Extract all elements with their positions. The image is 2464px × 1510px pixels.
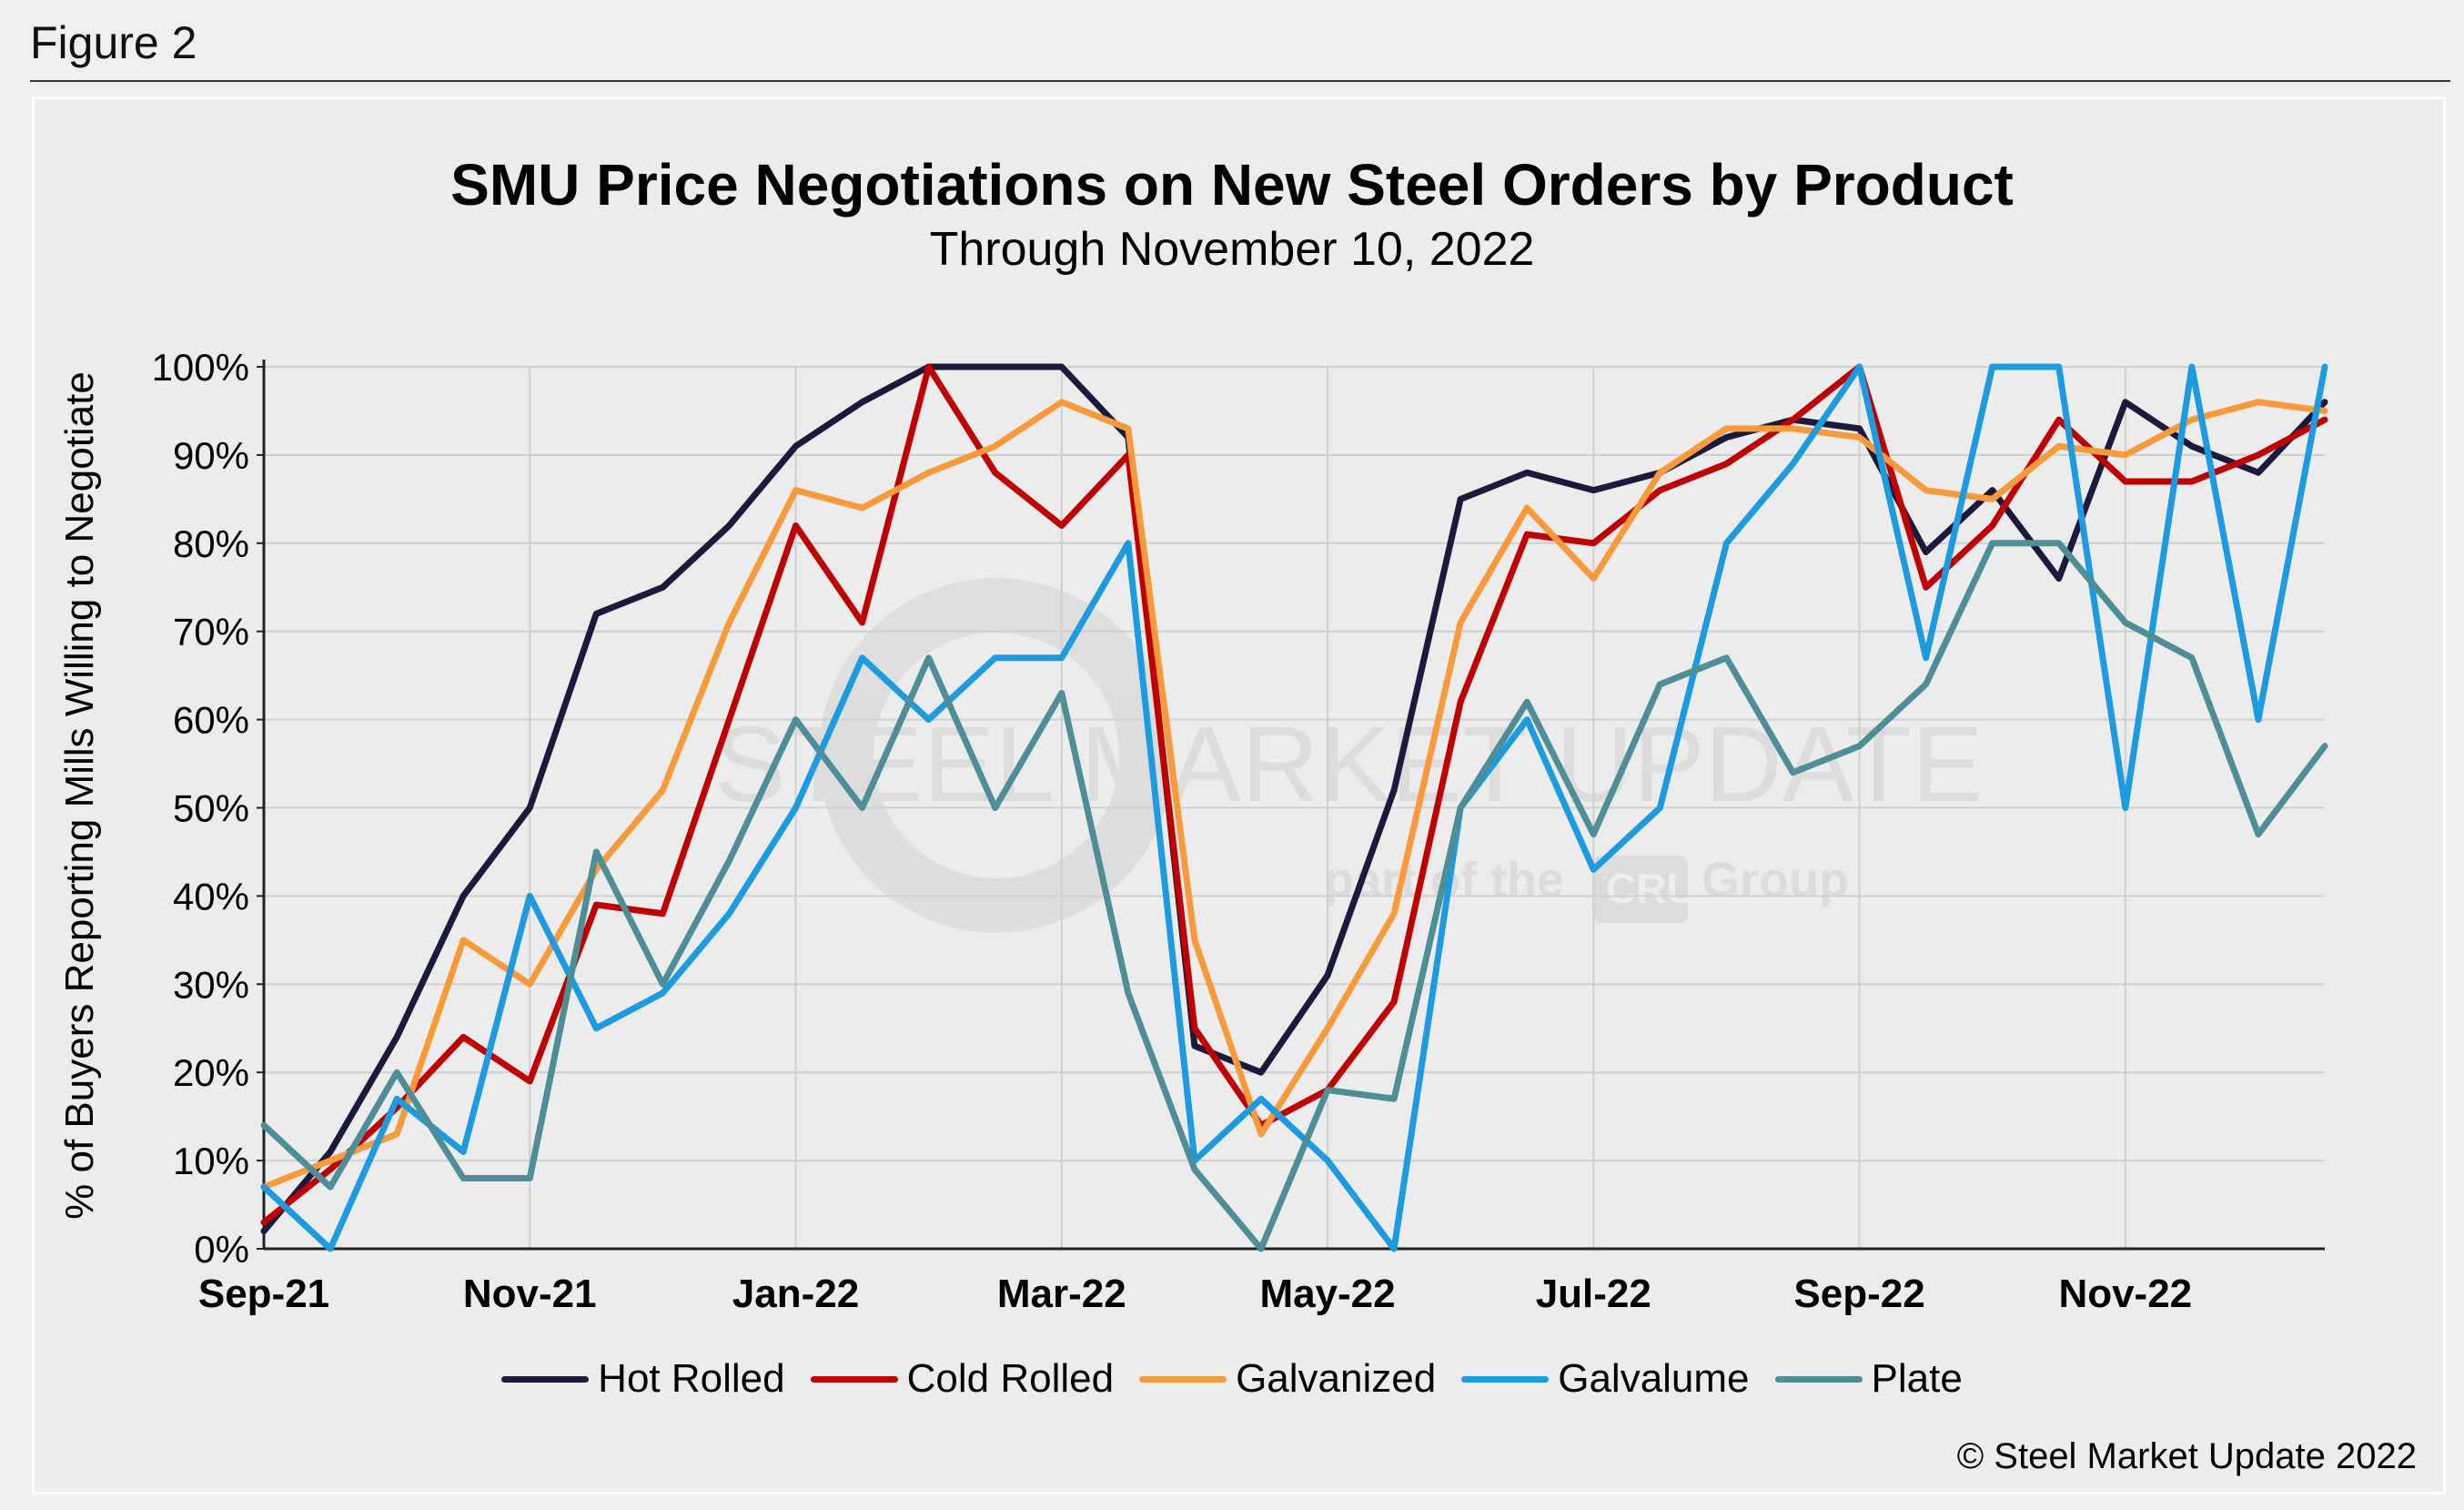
y-tick-label: 70% (173, 611, 249, 654)
legend-item-galvanized: Galvanized (1139, 1356, 1436, 1402)
series-line-galvanized (260, 399, 2328, 1191)
legend-label: Galvanized (1236, 1356, 1437, 1401)
legend-label: Hot Rolled (598, 1356, 785, 1401)
watermark-logo: CRU (1606, 865, 1697, 912)
legend-swatch (1461, 1375, 1550, 1383)
chart-panel (32, 96, 2446, 1495)
x-tick-label: Sep-21 (198, 1272, 329, 1316)
legend: Hot Rolled Cold Rolled Galvanized Galvalume… (0, 1356, 2464, 1402)
y-tick-label: 0% (194, 1228, 249, 1271)
y-tick-label: 50% (173, 787, 249, 830)
y-tick-label: 100% (152, 346, 249, 389)
series-line-plate (260, 540, 2328, 1252)
x-tick-label: May-22 (1259, 1272, 1395, 1316)
figure-label: Figure 2 (30, 17, 197, 68)
legend-label: Plate (1871, 1356, 1963, 1401)
legend-label: Galvalume (1558, 1356, 1750, 1401)
legend-swatch (501, 1375, 590, 1383)
y-axis-label: % of Buyers Reporting Mills Willing to N… (57, 371, 102, 1220)
legend-swatch (810, 1375, 898, 1383)
x-tick-label: Jan-22 (732, 1272, 859, 1316)
y-tick-label: 40% (173, 875, 249, 917)
watermark-text: STEEL MARKET UPDATE (714, 704, 1983, 825)
y-tick-label: 20% (173, 1051, 249, 1094)
x-tick-label: Nov-22 (2058, 1272, 2192, 1316)
y-tick-label: 90% (173, 434, 249, 477)
legend-item-cold-rolled: Cold Rolled (810, 1356, 1115, 1402)
x-tick-label: Sep-22 (1793, 1272, 1924, 1316)
legend-swatch (1139, 1375, 1227, 1383)
watermark-swoosh (819, 578, 1174, 933)
copyright: © Steel Market Update 2022 (1956, 1436, 2417, 1476)
legend-item-plate: Plate (1774, 1356, 1963, 1402)
x-tick-label: Mar-22 (997, 1272, 1126, 1316)
series-line-galvalume (260, 363, 2328, 1252)
legend-item-galvalume: Galvalume (1461, 1356, 1750, 1402)
header-divider (30, 80, 2450, 82)
x-tick-label: Nov-21 (463, 1272, 597, 1316)
series-layer (260, 363, 2328, 1252)
watermark-logo-box (1592, 856, 1688, 923)
y-tick-label: 30% (173, 963, 249, 1006)
legend-swatch (1774, 1375, 1863, 1383)
axes (257, 360, 2325, 1251)
legend-label: Cold Rolled (906, 1356, 1115, 1401)
series-line-cold-rolled (260, 363, 2328, 1226)
y-tick-label: 80% (173, 522, 249, 565)
grid (264, 366, 2325, 1249)
watermark-group: Group (1702, 853, 1849, 907)
chart-title: SMU Price Negotiations on New Steel Orde… (450, 152, 2014, 218)
y-tick-label: 10% (173, 1140, 249, 1182)
tick-labels: 0% 10% 20% 30% 40% 50% 60% 70% 80% 90% 100% Sep-21 N… (152, 346, 2193, 1316)
y-tick-label: 60% (173, 699, 249, 742)
watermark: STEEL MARKET UPDATE part of the CRU Grou… (714, 578, 1983, 933)
legend-item-hot-rolled: Hot Rolled (501, 1356, 785, 1402)
chart-subtitle: Through November 10, 2022 (929, 223, 1535, 276)
x-tick-label: Jul-22 (1536, 1272, 1651, 1316)
